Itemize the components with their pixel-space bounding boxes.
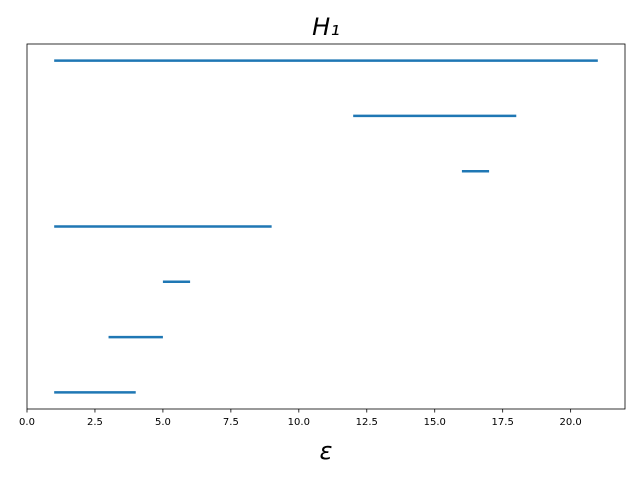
x-tick-label: 15.0 bbox=[424, 417, 446, 428]
x-tick-label: 2.5 bbox=[87, 417, 103, 428]
x-tick-label: 20.0 bbox=[560, 417, 582, 428]
x-tick-label: 17.5 bbox=[492, 417, 514, 428]
x-axis-label: ε bbox=[320, 437, 333, 465]
x-tick-label: 7.5 bbox=[223, 417, 239, 428]
chart-title: H₁ bbox=[312, 13, 340, 41]
x-tick-label: 12.5 bbox=[356, 417, 378, 428]
x-tick-label: 10.0 bbox=[288, 417, 310, 428]
plot-frame bbox=[26, 43, 626, 410]
x-tick-label: 5.0 bbox=[155, 417, 171, 428]
x-tick-label: 0.0 bbox=[19, 417, 35, 428]
